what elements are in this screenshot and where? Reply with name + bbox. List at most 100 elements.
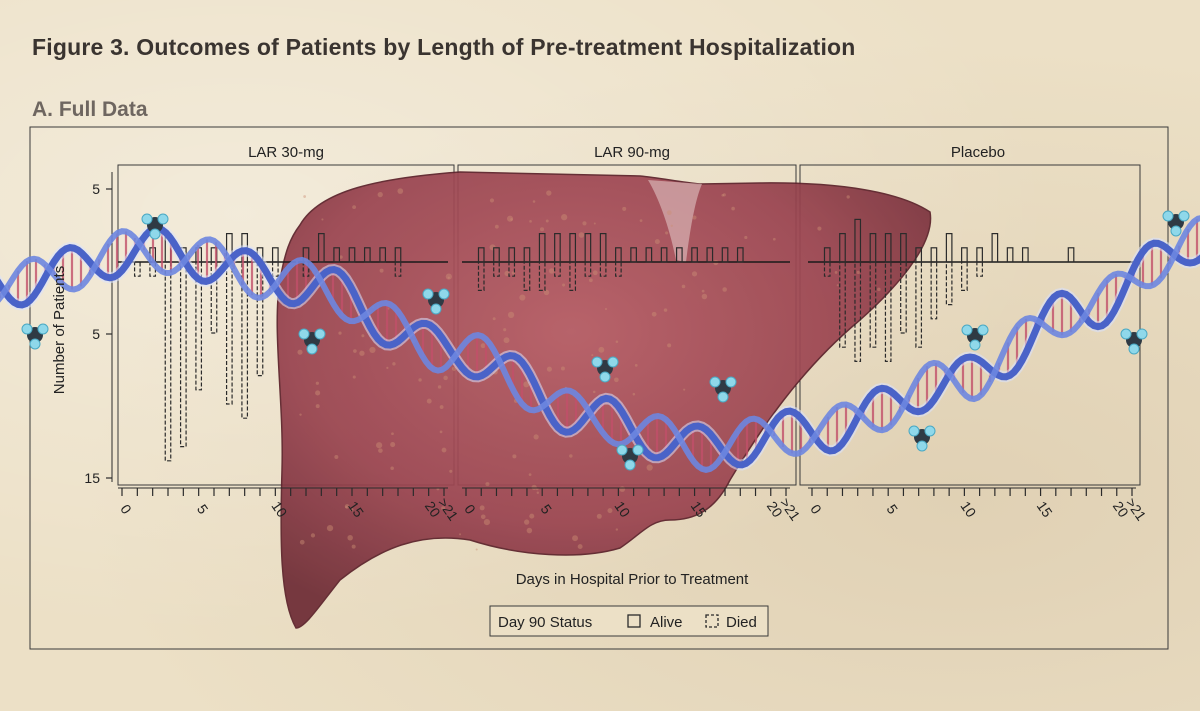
liver-speckle — [503, 328, 507, 332]
molecule-atom — [149, 228, 161, 240]
bar-died-lar-30-mg-day-10 — [271, 261, 279, 277]
bar-died-lar-90-mg-day-1 — [477, 261, 485, 291]
legend-box — [489, 605, 769, 637]
bar-died-placebo-day-6 — [900, 261, 907, 334]
liver-speckle — [378, 448, 383, 453]
molecule-atom — [717, 391, 729, 403]
liver-speckle — [347, 534, 353, 541]
bar-alive-lar-90-mg-day-11 — [630, 247, 637, 263]
liver-speckle — [526, 527, 533, 534]
bar-died-lar-90-mg-day-10 — [615, 261, 622, 277]
molecule-atom — [314, 328, 326, 340]
x-tick-label-placebo-1: 5 — [883, 501, 901, 517]
liver-speckle — [386, 366, 389, 369]
molecule-atom — [916, 440, 928, 452]
liver-speckle — [639, 219, 643, 222]
liver-speckle — [546, 190, 552, 196]
liver-speckle — [321, 218, 324, 221]
bar-alive-placebo-day-11 — [976, 247, 983, 263]
liver-speckle — [439, 430, 443, 434]
legend-label-alive: Alive — [650, 614, 683, 631]
molecule-atom — [37, 323, 49, 335]
molecule-atom — [29, 338, 41, 350]
bar-died-lar-90-mg-day-5 — [538, 261, 546, 291]
bar-alive-placebo-day-17 — [1067, 247, 1075, 263]
facet-label-lar90: LAR 90-mg — [594, 144, 670, 161]
molecule-atom — [961, 324, 973, 336]
liver-speckle — [439, 405, 444, 409]
bar-died-lar-30-mg-day-3 — [164, 261, 172, 462]
liver-speckle — [591, 354, 594, 357]
molecule-atom — [1120, 328, 1132, 340]
liver-speckle — [447, 276, 450, 279]
liver-speckle — [390, 466, 394, 470]
legend-label-died: Died — [726, 614, 757, 631]
molecule-atom — [908, 425, 920, 437]
liver-speckle — [632, 392, 636, 396]
y-tick-label-2: 15 — [84, 470, 100, 486]
liver-speckle — [437, 385, 442, 389]
bar-alive-placebo-day-10 — [961, 247, 968, 263]
x-tick-label-lar-30-mg-1: 5 — [194, 501, 212, 517]
liver-speckle — [681, 284, 686, 289]
liver-speckle — [836, 284, 839, 287]
bar-alive-lar-90-mg-day-12 — [645, 247, 653, 263]
bar-alive-placebo-day-12 — [991, 233, 999, 263]
liver-speckle — [376, 442, 383, 449]
liver-speckle — [524, 519, 530, 525]
liver-speckle — [529, 513, 535, 519]
molecule-atom — [1170, 225, 1182, 237]
x-tick-label-placebo-0: 0 — [807, 501, 825, 517]
x-tick-label-lar-90-mg-5: >21 — [777, 495, 804, 524]
liver-speckle — [592, 390, 596, 394]
bar-died-lar-90-mg-day-3 — [508, 261, 516, 277]
liver-speckle — [846, 195, 850, 199]
bar-died-lar-30-mg-day-6 — [210, 261, 218, 334]
bar-alive-lar-30-mg-day-10 — [271, 247, 279, 263]
liver-speckle — [545, 219, 549, 223]
liver-speckle — [503, 337, 510, 344]
liver-speckle — [475, 548, 478, 551]
liver-speckle — [344, 504, 350, 509]
liver-speckle — [569, 454, 573, 458]
bar-died-placebo-day-1 — [823, 261, 831, 277]
liver-speckle — [480, 343, 486, 349]
panel-heading: A. Full Data — [32, 98, 148, 121]
molecule-atom — [977, 324, 989, 336]
liver-speckle — [480, 514, 486, 520]
molecule-atom — [969, 339, 981, 351]
liver-speckle — [721, 193, 725, 197]
bar-alive-placebo-day-8 — [930, 247, 938, 263]
molecule-atom — [924, 425, 936, 437]
molecule-atom — [632, 444, 644, 456]
bar-died-placebo-day-5 — [884, 261, 892, 363]
bar-alive-lar-90-mg-day-14 — [675, 247, 683, 263]
bar-died-lar-30-mg-day-8 — [241, 261, 249, 419]
liver-speckle — [593, 222, 596, 225]
liver-speckle — [722, 287, 727, 292]
liver-speckle — [326, 524, 334, 532]
facet-label-placebo: Placebo — [951, 144, 1005, 161]
liver-speckle — [665, 231, 669, 235]
bar-alive-lar-90-mg-day-18 — [736, 247, 744, 263]
liver-speckle — [315, 381, 319, 385]
bar-died-lar-90-mg-day-4 — [523, 261, 531, 291]
liver-speckle — [615, 528, 619, 531]
liver-speckle — [352, 205, 357, 210]
x-tick-label-placebo-2: 10 — [957, 498, 979, 520]
bar-alive-lar-30-mg-day-16 — [363, 247, 371, 263]
bar-alive-lar-30-mg-day-14 — [333, 247, 341, 263]
liver-speckle — [391, 432, 394, 436]
liver-speckle — [701, 289, 705, 293]
liver-speckle — [353, 349, 357, 353]
molecule-atom — [1178, 210, 1190, 222]
liver-speckle — [418, 378, 422, 382]
liver-speckle — [539, 227, 545, 232]
bar-died-lar-90-mg-day-8 — [584, 261, 592, 277]
liver-speckle — [578, 232, 585, 238]
molecule-atom — [709, 376, 721, 388]
liver-speckle — [349, 508, 354, 512]
figure-frame — [29, 126, 1169, 650]
facet-label-lar30: LAR 30-mg — [248, 144, 324, 161]
bar-alive-lar-30-mg-day-13 — [317, 233, 325, 263]
